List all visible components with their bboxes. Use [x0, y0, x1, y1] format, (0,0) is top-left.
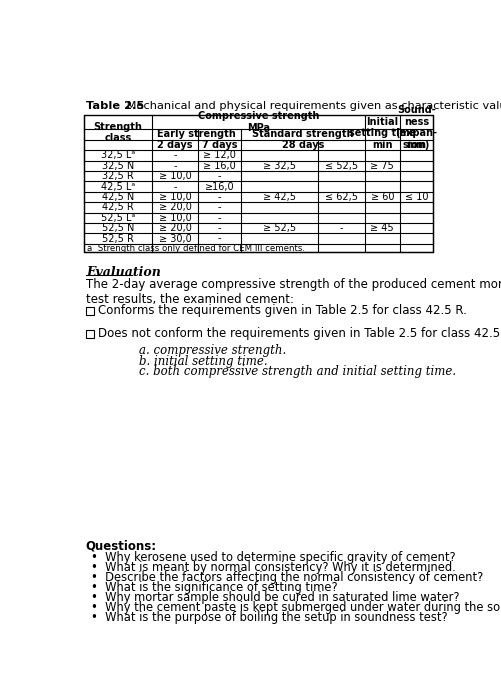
Text: •  Describe the factors affecting the normal consistency of cement?: • Describe the factors affecting the nor… — [91, 571, 483, 584]
Text: a  Strength class only defined for CEM III cements.: a Strength class only defined for CEM II… — [88, 244, 306, 253]
Text: -: - — [218, 192, 221, 202]
Bar — [86, 307, 94, 314]
Text: 52,5 Lᵃ: 52,5 Lᵃ — [101, 213, 135, 223]
Text: Mechanical and physical requirements given as characteristic values (EN 197-1): Mechanical and physical requirements giv… — [123, 101, 501, 111]
Text: -: - — [173, 161, 177, 171]
Text: -: - — [218, 223, 221, 233]
Text: ≥ 16,0: ≥ 16,0 — [203, 161, 236, 171]
Text: ≥ 75: ≥ 75 — [370, 161, 394, 171]
Text: Questions:: Questions: — [86, 540, 157, 553]
Text: a. compressive strength.: a. compressive strength. — [139, 344, 286, 357]
Text: min: min — [372, 140, 393, 150]
Text: Table 2.5: Table 2.5 — [86, 101, 144, 111]
Text: ≥ 10,0: ≥ 10,0 — [159, 172, 191, 181]
Text: ≥ 52,5: ≥ 52,5 — [263, 223, 296, 233]
Text: -: - — [173, 150, 177, 160]
Text: -: - — [218, 172, 221, 181]
Text: ≤ 62,5: ≤ 62,5 — [325, 192, 358, 202]
Text: 32,5 R: 32,5 R — [102, 172, 134, 181]
Text: b. initial setting time.: b. initial setting time. — [139, 355, 267, 368]
Text: ≥16,0: ≥16,0 — [205, 181, 234, 192]
Text: ≤ 10: ≤ 10 — [405, 192, 428, 202]
Text: •  What is meant by normal consistency? Why it is determined.: • What is meant by normal consistency? W… — [91, 561, 456, 575]
Text: 2 days: 2 days — [157, 140, 193, 150]
Text: c. both compressive strength and initial setting time.: c. both compressive strength and initial… — [139, 365, 456, 379]
Text: Strength
class: Strength class — [94, 122, 142, 144]
Text: •  What is the significance of setting time?: • What is the significance of setting ti… — [91, 582, 338, 594]
Text: -: - — [218, 202, 221, 212]
Text: Early strength: Early strength — [157, 130, 235, 139]
Text: ≥ 60: ≥ 60 — [371, 192, 394, 202]
Text: 32,5 Lᵃ: 32,5 Lᵃ — [101, 150, 135, 160]
Bar — [86, 330, 94, 337]
Text: ≥ 12,0: ≥ 12,0 — [203, 150, 236, 160]
Text: Sound-
ness
(expan-
sion): Sound- ness (expan- sion) — [395, 105, 437, 150]
Text: The 2-day average compressive strength of the produced cement mortars is 21 MPa.: The 2-day average compressive strength o… — [86, 278, 501, 306]
Text: 42,5 Lᵃ: 42,5 Lᵃ — [101, 181, 135, 192]
Text: •  Why kerosene used to determine specific gravity of cement?: • Why kerosene used to determine specifi… — [91, 552, 456, 564]
Text: ≥ 42,5: ≥ 42,5 — [263, 192, 296, 202]
Bar — [84, 115, 433, 252]
Text: Conforms the requirements given in Table 2.5 for class 42.5 R.: Conforms the requirements given in Table… — [98, 304, 466, 317]
Text: ≥ 30,0: ≥ 30,0 — [159, 234, 191, 244]
Text: ≤ 52,5: ≤ 52,5 — [325, 161, 358, 171]
Text: ≥ 32,5: ≥ 32,5 — [263, 161, 296, 171]
Text: ≥ 20,0: ≥ 20,0 — [158, 202, 191, 212]
Text: 52,5 R: 52,5 R — [102, 234, 134, 244]
Text: -: - — [340, 223, 343, 233]
Text: -: - — [218, 234, 221, 244]
Text: •  What is the purpose of boiling the setup in soundness test?: • What is the purpose of boiling the set… — [91, 612, 448, 624]
Text: Initial
setting time: Initial setting time — [349, 117, 416, 139]
Text: ≥ 45: ≥ 45 — [371, 223, 394, 233]
Text: -: - — [218, 213, 221, 223]
Text: Evaluation: Evaluation — [86, 266, 161, 279]
Text: 42,5 N: 42,5 N — [102, 192, 134, 202]
Text: 28 days: 28 days — [282, 140, 324, 150]
Text: 52,5 N: 52,5 N — [102, 223, 134, 233]
Text: •  Why mortar sample should be cured in saturated lime water?: • Why mortar sample should be cured in s… — [91, 592, 460, 604]
Text: 7 days: 7 days — [202, 140, 237, 150]
Text: 42,5 R: 42,5 R — [102, 202, 134, 212]
Text: ≥ 10,0: ≥ 10,0 — [159, 192, 191, 202]
Text: -: - — [173, 181, 177, 192]
Text: Does not conform the requirements given in Table 2.5 for class 42.5 R, consideri: Does not conform the requirements given … — [98, 328, 501, 340]
Text: Compressive strength
MPa: Compressive strength MPa — [197, 111, 319, 132]
Text: 32,5 N: 32,5 N — [102, 161, 134, 171]
Text: ≥ 10,0: ≥ 10,0 — [159, 213, 191, 223]
Text: ≥ 20,0: ≥ 20,0 — [158, 223, 191, 233]
Text: Standard strength: Standard strength — [252, 130, 354, 139]
Text: •  Why the cement paste is kept submerged under water during the soundness test?: • Why the cement paste is kept submerged… — [91, 601, 501, 615]
Text: mm: mm — [406, 140, 426, 150]
